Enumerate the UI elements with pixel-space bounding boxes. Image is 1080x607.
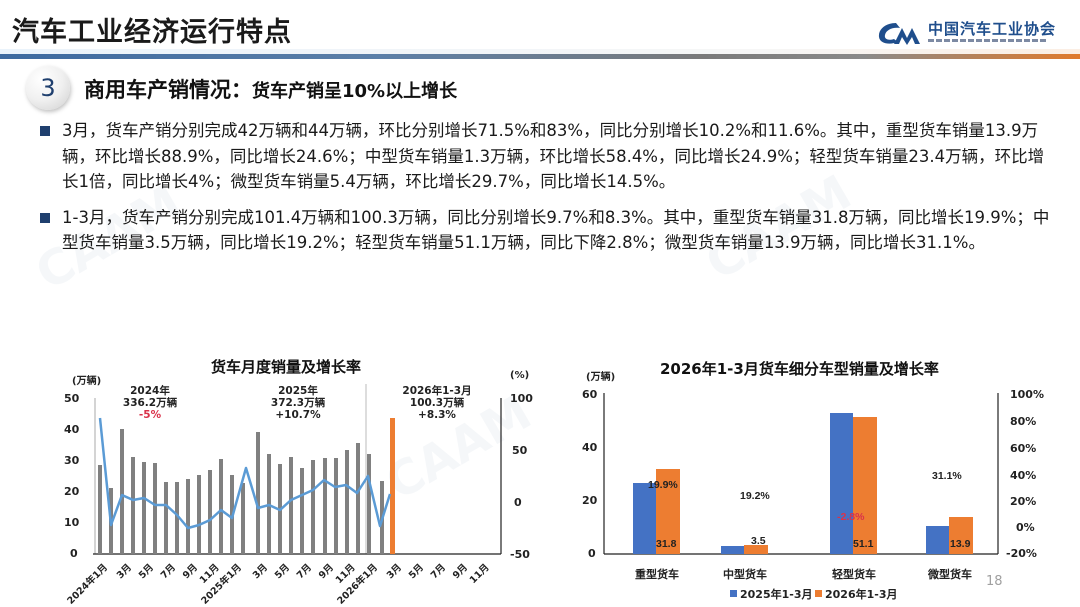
annotation-2024: 2024年 336.2万辆 -5% [110, 385, 190, 421]
header-divider [0, 54, 1080, 59]
y2-tick: 50 [512, 444, 528, 457]
annotation-year: 2025年 [278, 385, 318, 397]
left-axis-unit: (万辆) [586, 372, 616, 383]
left-axis-unit: (万辆) [72, 376, 102, 387]
section-title: 商用车产销情况：货车产销呈10%以上增长 [84, 74, 457, 104]
legend-item-2025: 2025年1-3月 [730, 586, 813, 602]
annotation-growth: -5% [138, 409, 162, 421]
annotation-total: 336.2万辆 [122, 397, 178, 409]
category-label: 微型货车 [928, 568, 972, 581]
y2-tick: 60% [1010, 442, 1037, 455]
y-tick: 40 [582, 441, 598, 454]
category-label: 轻型货车 [832, 568, 876, 581]
y2-tick: 0 [514, 496, 522, 509]
svg-text:19.9%: 19.9% [648, 479, 678, 491]
y-tick: 0 [588, 547, 596, 560]
bullet-item: 3月，货车产销分别完成42万辆和44万辆，环比分别增长71.5%和83%，同比分… [40, 118, 1050, 195]
bullet-list: 3月，货车产销分别完成42万辆和44万辆，环比分别增长71.5%和83%，同比分… [40, 118, 1050, 266]
monthly-sales-plot [93, 384, 502, 555]
chart-title: 货车月度销量及增长率 [211, 358, 362, 376]
square-bullet-icon [40, 212, 50, 223]
y-tick: 10 [64, 516, 80, 529]
category-label: 重型货车 [635, 568, 679, 581]
y2-tick: 0% [1016, 521, 1035, 534]
y-tick: 60 [582, 388, 598, 401]
annotation-year: 2026年1-3月 [402, 385, 472, 397]
annotation-total: 100.3万辆 [409, 397, 465, 409]
bullet-text: 1-3月，货车产销分别完成101.4万辆和100.3万辆，同比分别增长9.7%和… [62, 207, 1050, 253]
y2-tick: 100 [510, 392, 533, 405]
y2-tick: -20% [1006, 547, 1037, 560]
annotation-2025: 2025年 372.3万辆 +10.7% [258, 385, 338, 421]
svg-text:-2.8%: -2.8% [837, 511, 865, 523]
annotation-growth: +10.7% [275, 409, 321, 421]
y2-tick: 40% [1010, 469, 1037, 482]
caam-logo-icon [878, 23, 920, 45]
annotation-year: 2024年 [130, 385, 170, 397]
section-number-badge: 3 [26, 66, 70, 110]
right-axis-unit: (%) [510, 370, 530, 381]
legend-label: 2026年1-3月 [825, 588, 898, 601]
y2-tick: 20% [1010, 495, 1037, 508]
y2-tick: 100% [1010, 388, 1044, 401]
category-label: 中型货车 [723, 568, 767, 581]
page-title: 汽车工业经济运行特点 [12, 17, 292, 48]
svg-text:3.5: 3.5 [751, 535, 766, 547]
y-tick: 30 [64, 454, 80, 467]
y-tick: 0 [70, 547, 78, 560]
y-tick: 40 [64, 423, 80, 436]
bullet-text: 3月，货车产销分别完成42万辆和44万辆，环比分别增长71.5%和83%，同比分… [62, 121, 1045, 191]
y2-tick: 80% [1010, 415, 1037, 428]
svg-text:31.8: 31.8 [656, 538, 677, 550]
annotation-growth: +8.3% [418, 409, 456, 421]
segment-sales-chart: 2026年1-3月货车细分车型销量及增长率 (万辆) 60 40 20 0 10… [540, 350, 1080, 607]
legend-item-2026: 2026年1-3月 [815, 586, 898, 602]
header-rule-light [0, 49, 1080, 54]
segment-sales-plot: 19.9% 31.8 19.2% 3.5 -2.8% 51.1 31.1% 13… [603, 393, 999, 555]
svg-text:51.1: 51.1 [853, 538, 874, 550]
logo-subtext [928, 39, 1046, 42]
logo-text: 中国汽车工业协会 [928, 20, 1057, 38]
chart-title: 2026年1-3月货车细分车型销量及增长率 [660, 360, 939, 378]
legend-label: 2025年1-3月 [740, 588, 813, 601]
page-number: 18 [986, 574, 1003, 589]
section-title-main: 商用车产销情况： [84, 78, 252, 102]
annotation-2026: 2026年1-3月 100.3万辆 +8.3% [392, 385, 482, 421]
y2-tick: -50 [510, 548, 530, 561]
monthly-truck-sales-chart: 货车月度销量及增长率 (万辆) (%) 50 40 30 20 10 0 100… [0, 350, 540, 607]
current-month-bar [390, 418, 395, 554]
y-tick: 20 [64, 485, 80, 498]
caam-logo: 中国汽车工业协会 [876, 18, 1066, 50]
square-bullet-icon [40, 126, 50, 136]
bullet-item: 1-3月，货车产销分别完成101.4万辆和100.3万辆，同比分别增长9.7%和… [40, 205, 1050, 256]
legend-swatch-icon [815, 590, 822, 597]
svg-text:31.1%: 31.1% [932, 470, 962, 482]
y-tick: 50 [64, 392, 80, 405]
legend-swatch-icon [730, 590, 737, 597]
y-tick: 20 [582, 494, 598, 507]
growth-rate-line [98, 417, 392, 530]
sales-bars [98, 429, 384, 554]
svg-text:19.2%: 19.2% [740, 490, 770, 502]
svg-text:13.9: 13.9 [950, 538, 971, 550]
section-title-sub: 货车产销呈10%以上增长 [252, 81, 458, 102]
annotation-total: 372.3万辆 [270, 397, 326, 409]
